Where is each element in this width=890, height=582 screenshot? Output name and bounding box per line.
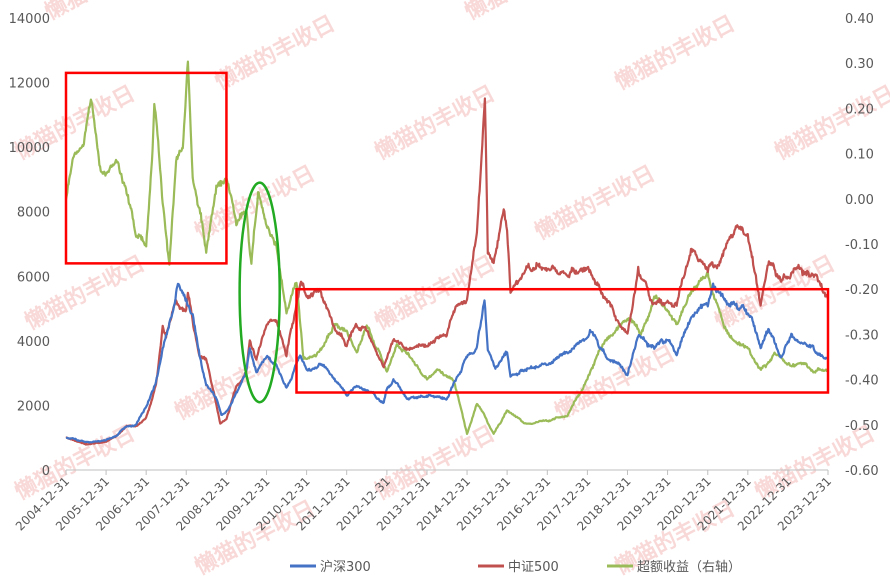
watermark-text: 懒猫的丰收日 [211, 10, 340, 95]
annotations [64, 71, 830, 404]
watermark-text: 懒猫的丰收日 [711, 250, 840, 335]
legend-label-2: 超额收益（右轴） [637, 560, 741, 575]
legend: 沪深300 中证500 超额收益（右轴） [290, 559, 741, 575]
y-left-tick-label: 4000 [17, 335, 50, 350]
watermark-text: 懒猫的丰收日 [171, 340, 300, 425]
y-right-tick-label: 0.10 [845, 148, 874, 163]
y-left-tick-label: 6000 [17, 270, 50, 285]
y-right-tick-label: -0.40 [845, 374, 879, 389]
series-line-0 [65, 282, 829, 444]
y-right-tick-label: -0.60 [845, 464, 879, 479]
y-right-tick-label: -0.30 [845, 328, 879, 343]
y-right-tick-label: 0.30 [845, 57, 874, 72]
y-right-tick-label: 0.20 [845, 102, 874, 117]
watermark-text: 懒猫的丰收日 [371, 420, 500, 505]
legend-label-0: 沪深300 [320, 559, 371, 575]
y-right-tick-label: -0.50 [845, 419, 879, 434]
watermark-text: 懒猫的丰收日 [41, 0, 170, 25]
watermark-text: 懒猫的丰收日 [531, 160, 660, 245]
annotation-rect-2 [295, 287, 830, 394]
y-right-tick-label: -0.20 [845, 283, 879, 298]
y-right-tick-label: 0.40 [845, 12, 874, 27]
series-layer [64, 60, 830, 446]
y-right-tick-label: -0.10 [845, 238, 879, 253]
series-line-2 [64, 60, 829, 435]
y-left-tick-label: 0 [42, 464, 50, 479]
y-left-tick-label: 10000 [9, 141, 50, 156]
watermark-text: 懒猫的丰收日 [611, 10, 740, 95]
watermark-text: 懒猫的丰收日 [461, 0, 590, 25]
y-left-tick-label: 2000 [17, 399, 50, 414]
y-left-tick-label: 12000 [9, 77, 50, 92]
legend-label-1: 中证500 [508, 560, 559, 575]
annotation-rect-0 [64, 71, 228, 265]
annotation-ellipse-1 [238, 181, 281, 404]
y-right-tick-label: 0.00 [845, 193, 874, 208]
y-left-tick-label: 8000 [17, 206, 50, 221]
watermark-text: 懒猫的丰收日 [371, 80, 500, 165]
y-left-tick-label: 14000 [9, 12, 50, 27]
watermark-text: 懒猫的丰收日 [191, 495, 320, 580]
